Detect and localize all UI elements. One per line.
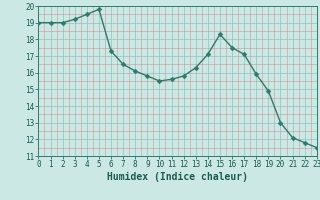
X-axis label: Humidex (Indice chaleur): Humidex (Indice chaleur) <box>107 172 248 182</box>
